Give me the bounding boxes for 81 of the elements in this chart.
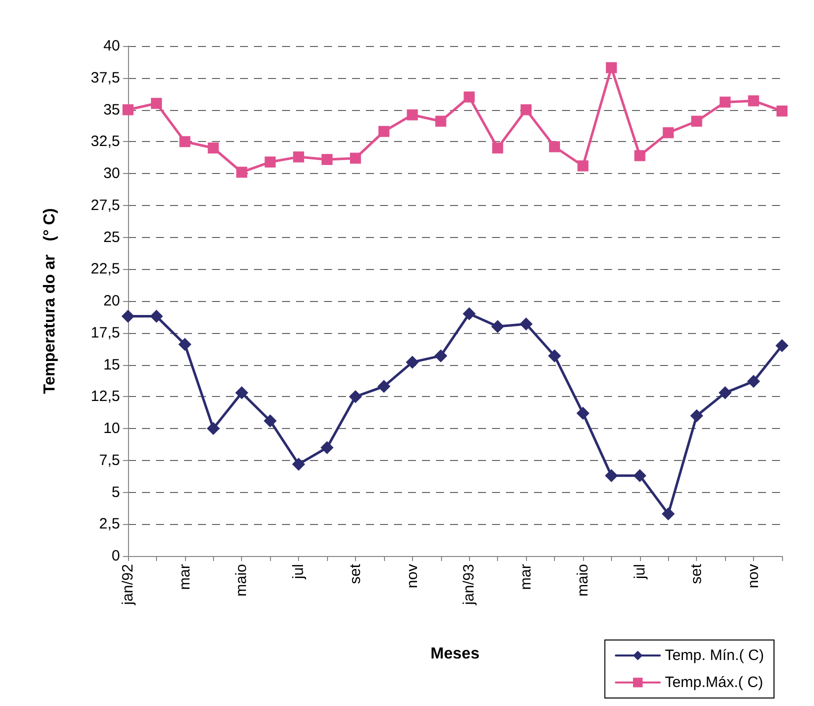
x-tick-label: set: [688, 563, 706, 584]
point: [377, 380, 390, 393]
y-tick-label: 17,5: [90, 324, 120, 342]
y-tick-label: 0: [112, 548, 120, 564]
x-tick-label: nov: [745, 564, 762, 588]
x-axis-title: Meses: [430, 646, 480, 662]
point: [435, 116, 446, 127]
y-tick-label: 32,5: [90, 133, 120, 150]
x-tick-label: jan/92: [120, 564, 136, 606]
point: [491, 320, 504, 333]
point: [122, 310, 134, 323]
y-tick-label: 37,5: [90, 69, 120, 86]
y-tick-label: 27,5: [90, 196, 120, 214]
point: [348, 390, 362, 404]
point: [520, 104, 532, 116]
point: [720, 96, 731, 108]
point: [179, 136, 190, 148]
x-tick-label: jan/93: [460, 564, 478, 606]
x-tick-label: nov: [404, 564, 421, 588]
x-tick-label: maio: [233, 564, 250, 597]
point: [322, 154, 333, 165]
point: [434, 349, 448, 362]
point: [350, 152, 361, 164]
x-tick-label: mar: [518, 564, 535, 590]
legend-label: Temp.Máx.( C): [664, 674, 764, 691]
point: [122, 104, 134, 116]
point: [718, 386, 732, 400]
point: [604, 469, 618, 482]
point: [548, 349, 562, 362]
point: [662, 507, 675, 520]
point: [293, 151, 304, 162]
y-tick-label: 20: [103, 292, 120, 310]
x-tick-label: jul: [290, 564, 308, 580]
point: [747, 374, 760, 388]
point: [520, 317, 533, 330]
y-axis-title: Temperatura do ar (° C): [42, 208, 58, 394]
point: [577, 160, 588, 172]
point: [633, 469, 646, 482]
point: [150, 310, 163, 323]
x-tick-label: mar: [176, 564, 194, 590]
y-tick-label: 40: [103, 38, 120, 54]
y-tick-label: 15: [103, 356, 120, 374]
y-tick-label: 7,5: [99, 452, 120, 469]
point: [776, 339, 788, 352]
point: [406, 109, 418, 120]
y-tick-label: 12,5: [90, 388, 120, 406]
point: [776, 106, 788, 117]
y-tick-label: 10: [103, 420, 120, 437]
point: [462, 307, 476, 320]
point: [150, 98, 162, 109]
y-tick-label: 22,5: [90, 260, 120, 278]
point: [264, 414, 277, 428]
point: [690, 409, 704, 422]
y-tick-label: 2,5: [99, 516, 120, 533]
point: [748, 95, 760, 106]
y-tick-label: 35: [103, 101, 120, 118]
legend-label: Temp. Mín.( C): [664, 647, 764, 664]
y-tick-label: 30: [103, 165, 120, 182]
point: [634, 150, 646, 162]
x-tick-label: maio: [574, 564, 592, 597]
x-tick-label: set: [346, 563, 364, 584]
point: [576, 406, 590, 420]
point: [406, 356, 419, 369]
point: [662, 127, 674, 138]
point: [292, 458, 306, 471]
point: [236, 166, 248, 178]
point: [208, 142, 219, 154]
y-tick-label: 25: [103, 228, 120, 246]
point: [492, 142, 504, 154]
point: [464, 92, 475, 102]
point: [264, 156, 276, 168]
point: [178, 338, 192, 351]
x-tick-label: jul: [631, 564, 648, 580]
y-tick-label: 5: [112, 484, 120, 501]
point: [378, 126, 390, 137]
point: [606, 62, 617, 74]
point: [691, 116, 702, 127]
point: [206, 422, 220, 435]
point: [235, 386, 248, 400]
point: [320, 441, 334, 454]
point: [549, 141, 560, 152]
